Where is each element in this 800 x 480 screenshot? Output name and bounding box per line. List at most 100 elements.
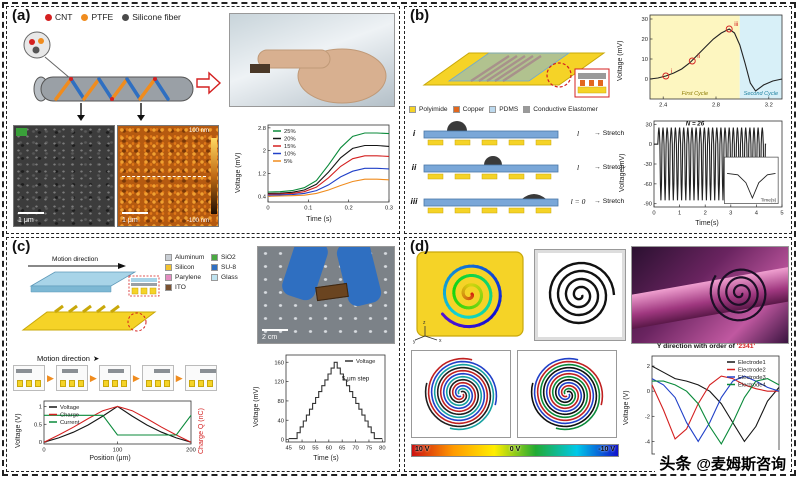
- svg-text:2: 2: [263, 149, 266, 155]
- stretch-arrow-icon: →: [594, 197, 601, 205]
- svg-text:Time(s): Time(s): [761, 198, 777, 203]
- axis-z-label: z: [423, 320, 426, 326]
- photo-scalebar: [262, 329, 288, 331]
- motion-step: [55, 365, 88, 391]
- ito-swatch: [165, 284, 172, 291]
- motion-step: [98, 365, 131, 391]
- svg-text:Voltage: Voltage: [356, 359, 375, 365]
- svg-text:2: 2: [704, 211, 707, 217]
- aluminum-swatch: [165, 254, 172, 261]
- svg-text:1.2: 1.2: [258, 171, 266, 177]
- pdms-layer: [447, 52, 571, 82]
- top-plate: [29, 271, 137, 287]
- svg-text:5 μm step: 5 μm step: [342, 376, 370, 383]
- multi-spiral: [424, 357, 498, 431]
- svg-text:First Cycle: First Cycle: [682, 91, 708, 97]
- x-axis-label: Time (s): [313, 455, 339, 462]
- svg-text:75: 75: [366, 446, 372, 452]
- stretch-state-schematic: [423, 121, 559, 146]
- x-axis-label: Position (μm): [89, 455, 131, 462]
- watermark: 头条 @麦姆斯咨询: [655, 450, 790, 474]
- zoom-circle-icon: [546, 62, 572, 88]
- chart-b-oscillation: Voltage(mV) 0 1 2 3 4 5 -90 -60 -30 0 30 N = 26 Time…: [617, 117, 786, 229]
- svg-text:20%: 20%: [284, 137, 296, 143]
- glass-swatch: [211, 274, 218, 281]
- panel-d-label: (d): [410, 238, 430, 255]
- svg-text:200: 200: [186, 448, 196, 454]
- oscillation-plot: 0 1 2 3 4 5 -90 -60 -30 0 30 N = 26 Time(s): [644, 120, 784, 217]
- legend-item: Parylene: [165, 274, 207, 281]
- motion-step: [141, 365, 174, 391]
- stretch-device-schematic: [422, 52, 610, 98]
- silicone-swatch: [122, 13, 130, 21]
- svg-text:1: 1: [678, 211, 681, 217]
- svg-text:0: 0: [652, 211, 655, 217]
- spiral-3d-schematic: x y z: [413, 251, 524, 344]
- x-axis-label: Time (s): [306, 216, 332, 223]
- photo-scale-label: 2 cm: [262, 334, 278, 341]
- svg-text:20: 20: [642, 37, 648, 43]
- su8-swatch: [211, 264, 218, 271]
- svg-text:Charge: Charge: [60, 413, 79, 419]
- svg-text:2.8: 2.8: [712, 103, 720, 109]
- legend-item: Conductive Elastomer: [523, 106, 598, 113]
- elastomer-swatch: [523, 106, 531, 113]
- svg-text:0: 0: [39, 440, 42, 446]
- cnt-swatch: [45, 13, 52, 21]
- svg-text:-60: -60: [644, 182, 652, 188]
- motion-arrow-icon: ➤: [92, 354, 100, 363]
- voltage-colorbar: 10 V 0 V -10 V: [411, 444, 619, 457]
- panel-a-label: (a): [12, 7, 31, 24]
- svg-text:-4: -4: [645, 439, 651, 445]
- grating-base: [21, 311, 157, 331]
- svg-text:120: 120: [274, 380, 284, 386]
- svg-text:4: 4: [755, 211, 759, 217]
- svg-text:0.4: 0.4: [258, 194, 267, 200]
- svg-text:30: 30: [646, 122, 652, 128]
- svg-text:2.8: 2.8: [258, 126, 266, 132]
- svg-text:0: 0: [645, 77, 648, 83]
- hand-illustration: [250, 48, 387, 104]
- svg-text:-2: -2: [645, 414, 650, 420]
- svg-text:0: 0: [647, 389, 650, 395]
- chart-c-staircase: Voltage (mV) 45 50 55 60 65 70 75 80 0 40 80 120 160…: [251, 350, 390, 464]
- svg-text:10: 10: [642, 57, 648, 63]
- svg-text:3: 3: [729, 211, 732, 217]
- svg-text:0.3: 0.3: [385, 206, 393, 212]
- svg-text:ii: ii: [697, 53, 700, 60]
- svg-text:55: 55: [312, 446, 318, 452]
- svg-text:80: 80: [379, 446, 385, 452]
- chart-b-cycle: Voltage (mV) First Cycle Second Cycle 2.4 2…: [615, 11, 786, 111]
- afm-scale-max: 100 nm: [188, 128, 209, 134]
- step-arrow-icon: ▶: [175, 372, 183, 383]
- afm-scale-label: 1 μm: [122, 217, 138, 224]
- legend-item: ITO: [165, 284, 207, 291]
- y-axis-label: Voltage (mV): [253, 386, 260, 428]
- panel-b-label: (b): [410, 7, 430, 24]
- panel-c-legend: Aluminum SiO2 Silicon SU-8 Parylene Glas…: [165, 254, 253, 291]
- bw-spiral: [548, 261, 616, 325]
- svg-text:i: i: [671, 68, 672, 75]
- sem-tag: [16, 128, 27, 136]
- panel-c: (c) Motion direction Aluminum SiO2 Silic: [6, 237, 400, 472]
- x-axis-label: Time(s): [695, 220, 719, 227]
- colorbar-min-label: -10 V: [598, 446, 615, 453]
- svg-text:30: 30: [642, 17, 648, 23]
- step-arrow-icon: ▶: [132, 372, 140, 383]
- svg-text:25%: 25%: [284, 129, 296, 135]
- panel-b-legend: Polyimide Copper PDMS Conductive Elastom…: [409, 106, 598, 113]
- svg-text:Electrode2: Electrode2: [738, 368, 766, 374]
- photo-device-in-hand: 2 cm: [257, 246, 395, 344]
- sem-scale-label: 1 μm: [18, 217, 34, 224]
- svg-text:80: 80: [278, 399, 284, 405]
- fiber-schematic: [23, 31, 222, 121]
- stretch-state-schematic: [423, 194, 559, 214]
- svg-text:65: 65: [339, 446, 345, 452]
- legend-item: Silicon: [165, 264, 207, 271]
- photo-gloved-hand: [229, 13, 395, 107]
- panel-a: (a) CNT PTFE Silicone fiber: [6, 6, 400, 234]
- sem-scalebar: [18, 212, 44, 214]
- axis-x-label: x: [439, 338, 442, 344]
